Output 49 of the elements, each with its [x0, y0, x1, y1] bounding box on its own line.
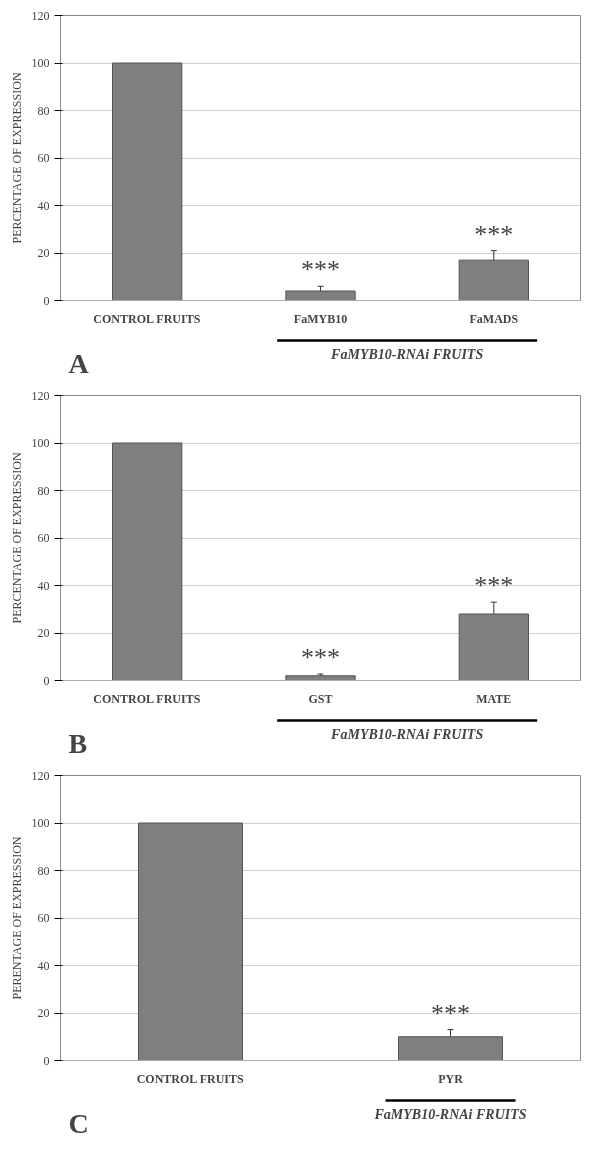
x-tick-label: GST: [308, 691, 333, 706]
x-tick-label: FaMADS: [469, 311, 519, 326]
annotation: ***: [431, 998, 470, 1028]
x-tick-label: CONTROL FRUITS: [93, 311, 201, 326]
y-tick-label: 100: [31, 436, 50, 450]
text: FaMYB10-RNAi FRUITS: [330, 346, 484, 362]
text: FaMYB10-RNAi FRUITS: [373, 1106, 527, 1122]
annotation: ***: [301, 255, 340, 285]
bar: [458, 259, 529, 301]
x-tick-label: CONTROL FRUITS: [136, 1071, 245, 1086]
x-tick-label: PYR: [438, 1071, 464, 1086]
y-tick-label: 60: [37, 911, 50, 925]
text: FaMYB10-RNAi FRUITS: [330, 726, 484, 742]
x-tick-label: FaMYB10: [293, 311, 348, 326]
x-tick-label: CONTROL FRUITS: [93, 691, 201, 706]
y-tick-label: 100: [31, 816, 50, 830]
bar: [112, 442, 183, 681]
y-tick-label: 20: [37, 626, 50, 640]
y-tick-label: 60: [37, 151, 50, 165]
y-tick-label: 0: [43, 293, 50, 308]
y-tick-label: 100: [31, 56, 50, 70]
x-tick-label: MATE: [476, 691, 512, 706]
y-tick-label: 0: [43, 673, 50, 688]
annotation: ***: [301, 643, 340, 673]
y-tick-label: 20: [37, 1006, 50, 1020]
y-tick-label: 0: [43, 1053, 50, 1068]
y-tick-label: 40: [37, 958, 50, 973]
y-tick-label: 60: [37, 531, 50, 545]
bar: [285, 675, 356, 681]
y-tick-label: 40: [37, 198, 50, 213]
y-tick-label: 120: [31, 388, 50, 403]
y-tick-label: 80: [37, 483, 50, 498]
y-axis-title: PERCENTAGE OF EXPRESSION: [9, 72, 24, 244]
text: B: [68, 727, 88, 759]
bar: [285, 290, 356, 301]
y-tick-label: 80: [37, 863, 50, 878]
text: C: [68, 1107, 89, 1139]
y-tick-label: 120: [31, 768, 50, 783]
bar: [112, 62, 183, 301]
y-tick-label: 40: [37, 578, 50, 593]
y-tick-label: 120: [31, 8, 50, 23]
bar: [458, 613, 529, 681]
annotation: ***: [474, 571, 514, 601]
y-tick-label: 80: [37, 103, 50, 118]
annotation: ***: [474, 219, 514, 249]
text: A: [68, 347, 90, 379]
y-tick-label: 20: [37, 246, 50, 260]
y-axis-title: PERENTAGE OF EXPRESSION: [9, 836, 24, 1000]
y-axis-title: PERCENTAGE OF EXPRESSION: [9, 452, 24, 624]
